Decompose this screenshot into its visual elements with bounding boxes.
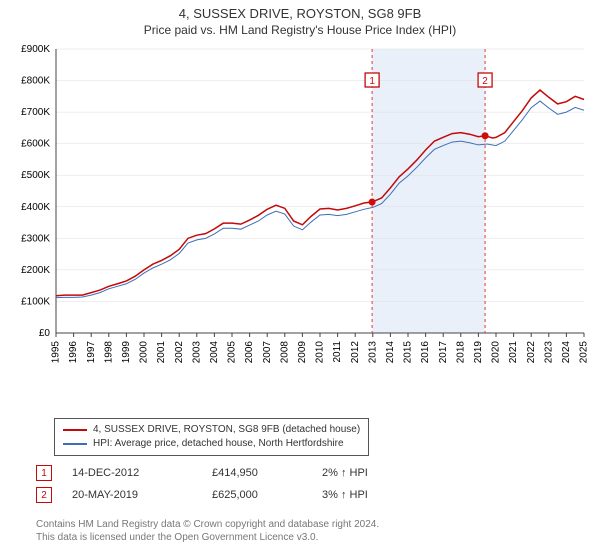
svg-text:1: 1 xyxy=(369,76,375,87)
svg-text:2006: 2006 xyxy=(244,341,255,364)
svg-text:2007: 2007 xyxy=(262,341,273,364)
footer-text: Contains HM Land Registry data © Crown c… xyxy=(36,518,586,544)
sale-price: £625,000 xyxy=(212,489,302,501)
legend-swatch xyxy=(63,443,87,445)
svg-text:£500K: £500K xyxy=(21,170,50,181)
svg-text:2010: 2010 xyxy=(315,341,326,364)
svg-text:2017: 2017 xyxy=(438,341,449,364)
sale-marker-box: 2 xyxy=(36,487,52,503)
svg-text:£800K: £800K xyxy=(21,76,50,87)
sale-date: 20-MAY-2019 xyxy=(72,489,192,501)
sale-row: 2 20-MAY-2019 £625,000 3% ↑ HPI xyxy=(36,484,586,506)
svg-text:£0: £0 xyxy=(39,328,51,339)
svg-text:2019: 2019 xyxy=(473,341,484,364)
svg-text:2024: 2024 xyxy=(561,341,572,364)
legend-label: 4, SUSSEX DRIVE, ROYSTON, SG8 9FB (detac… xyxy=(93,423,360,437)
svg-text:2: 2 xyxy=(482,76,488,87)
svg-text:£700K: £700K xyxy=(21,107,50,118)
legend-item: 4, SUSSEX DRIVE, ROYSTON, SG8 9FB (detac… xyxy=(63,423,360,437)
svg-text:1996: 1996 xyxy=(68,341,79,364)
footer-line-2: This data is licensed under the Open Gov… xyxy=(36,531,586,544)
svg-text:2012: 2012 xyxy=(350,341,361,364)
svg-text:2023: 2023 xyxy=(543,341,554,364)
chart-svg: £0 £100K £200K £300K £400K £500K £600K £700K £80… xyxy=(10,43,590,373)
footer-line-1: Contains HM Land Registry data © Crown c… xyxy=(36,518,586,531)
svg-text:2004: 2004 xyxy=(209,341,220,364)
sale-price: £414,950 xyxy=(212,467,302,479)
svg-text:2014: 2014 xyxy=(385,341,396,364)
svg-text:2016: 2016 xyxy=(420,341,431,364)
svg-text:1997: 1997 xyxy=(86,341,97,364)
svg-text:1999: 1999 xyxy=(121,341,132,364)
svg-text:2022: 2022 xyxy=(526,341,537,364)
svg-text:2013: 2013 xyxy=(367,341,378,364)
svg-text:2009: 2009 xyxy=(297,341,308,364)
legend-item: HPI: Average price, detached house, Nort… xyxy=(63,437,360,451)
svg-text:£200K: £200K xyxy=(21,265,50,276)
sale-date: 14-DEC-2012 xyxy=(72,467,192,479)
svg-text:£900K: £900K xyxy=(21,44,50,55)
legend-label: HPI: Average price, detached house, Nort… xyxy=(93,437,344,451)
svg-text:2002: 2002 xyxy=(174,341,185,364)
sale-row: 1 14-DEC-2012 £414,950 2% ↑ HPI xyxy=(36,462,586,484)
svg-text:£300K: £300K xyxy=(21,233,50,244)
svg-text:2008: 2008 xyxy=(279,341,290,364)
svg-text:2011: 2011 xyxy=(332,341,343,363)
svg-text:1998: 1998 xyxy=(103,341,114,364)
svg-text:2015: 2015 xyxy=(403,341,414,364)
sales-table: 1 14-DEC-2012 £414,950 2% ↑ HPI 2 20-MAY-2019… xyxy=(36,462,586,506)
svg-text:2020: 2020 xyxy=(491,341,502,364)
svg-text:2005: 2005 xyxy=(227,341,238,364)
svg-text:2001: 2001 xyxy=(156,341,167,364)
sale-marker-box: 1 xyxy=(36,465,52,481)
legend-box: 4, SUSSEX DRIVE, ROYSTON, SG8 9FB (detac… xyxy=(54,418,369,456)
svg-text:£600K: £600K xyxy=(21,139,50,150)
page-subtitle: Price paid vs. HM Land Registry's House … xyxy=(0,21,600,43)
svg-text:2003: 2003 xyxy=(191,341,202,364)
price-chart: £0 £100K £200K £300K £400K £500K £600K £700K £80… xyxy=(10,43,590,373)
sale-delta: 2% ↑ HPI xyxy=(322,467,412,479)
sale-delta: 3% ↑ HPI xyxy=(322,489,412,501)
svg-text:1995: 1995 xyxy=(51,341,62,364)
svg-text:£100K: £100K xyxy=(21,296,50,307)
svg-text:2025: 2025 xyxy=(579,341,590,364)
svg-text:2021: 2021 xyxy=(508,341,519,364)
svg-text:£400K: £400K xyxy=(21,202,50,213)
svg-text:2000: 2000 xyxy=(139,341,150,364)
legend-swatch xyxy=(63,429,87,431)
page-title: 4, SUSSEX DRIVE, ROYSTON, SG8 9FB xyxy=(0,0,600,21)
svg-text:2018: 2018 xyxy=(455,341,466,364)
